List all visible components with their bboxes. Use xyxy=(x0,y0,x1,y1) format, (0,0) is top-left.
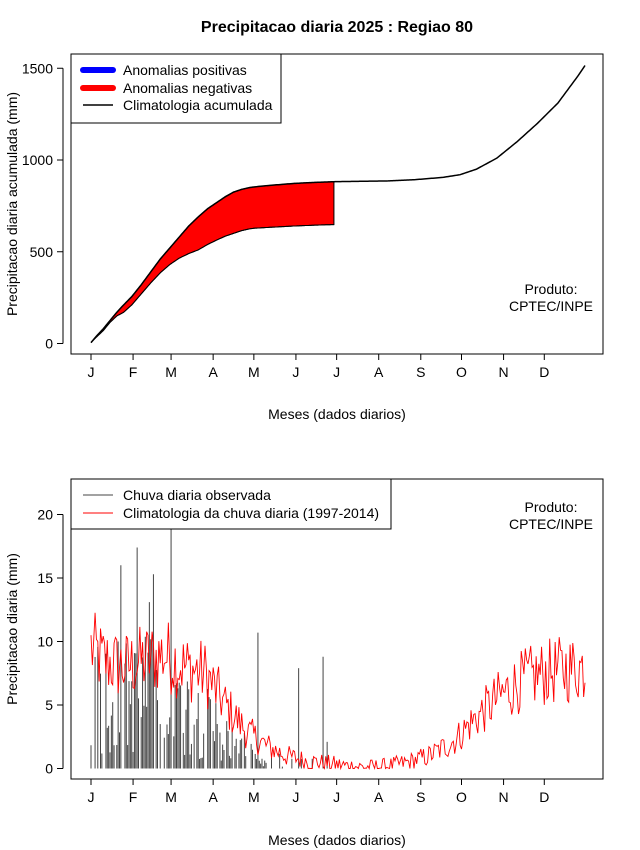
daily-climatology-line xyxy=(90,612,586,771)
x-tick-label: D xyxy=(539,789,549,805)
legend-positive-label: Anomalias positivas xyxy=(123,62,247,78)
bottom-y-axis: 0 5 10 15 20 xyxy=(37,507,64,777)
x-tick-label: N xyxy=(499,789,509,805)
observed-cumulative-line xyxy=(90,224,334,343)
x-tick-label: J xyxy=(333,789,340,805)
top-y-axis: 0 500 1000 1500 xyxy=(22,60,64,352)
y-tick-label: 0 xyxy=(45,336,53,352)
bottom-legend: Chuva diaria observada Climatologia da c… xyxy=(70,478,392,530)
x-tick-label: M xyxy=(248,789,260,805)
top-legend: Anomalias positivas Anomalias negativas … xyxy=(70,53,282,124)
y-tick-label: 5 xyxy=(45,697,53,713)
legend-climatology-label: Climatologia acumulada xyxy=(123,97,273,113)
x-tick-label: O xyxy=(456,364,467,380)
bottom-legend-box xyxy=(70,478,392,530)
y-tick-label: 20 xyxy=(37,507,53,523)
bottom-x-axis-label: Meses (dados diarios) xyxy=(268,832,406,848)
y-tick-label: 1000 xyxy=(22,152,53,168)
x-tick-label: D xyxy=(539,364,549,380)
y-tick-label: 15 xyxy=(37,570,53,586)
y-tick-label: 500 xyxy=(30,244,54,260)
x-tick-label: A xyxy=(374,364,384,380)
bottom-annotation-line2: CPTEC/INPE xyxy=(509,516,593,532)
x-tick-label: M xyxy=(248,364,260,380)
x-tick-label: A xyxy=(208,364,218,380)
legend-negative-label: Anomalias negativas xyxy=(123,80,252,96)
climatology-line xyxy=(90,65,586,344)
x-tick-label: J xyxy=(292,364,299,380)
x-tick-label: J xyxy=(88,789,95,805)
x-tick-label: N xyxy=(499,364,509,380)
x-tick-label: J xyxy=(333,364,340,380)
x-tick-label: F xyxy=(129,789,138,805)
x-tick-label: J xyxy=(292,789,299,805)
y-tick-label: 1500 xyxy=(22,60,53,76)
top-annotation-line2: CPTEC/INPE xyxy=(509,298,593,314)
top-x-axis-label: Meses (dados diarios) xyxy=(268,406,406,422)
x-tick-label: A xyxy=(374,789,384,805)
x-tick-label: F xyxy=(129,364,138,380)
top-panel: 0 500 1000 1500 J F M A M J J A S O N D Precipitacao d… xyxy=(4,53,604,422)
chart-title: Precipitacao diaria 2025 : Regiao 80 xyxy=(201,19,473,36)
y-tick-label: 10 xyxy=(37,634,53,650)
bottom-annotation-line1: Produto: xyxy=(525,499,578,515)
x-tick-label: M xyxy=(165,364,177,380)
legend-daily-climatology-label: Climatologia da chuva diaria (1997-2014) xyxy=(123,505,379,521)
x-tick-label: S xyxy=(416,789,425,805)
x-tick-label: S xyxy=(416,364,425,380)
legend-observed-label: Chuva diaria observada xyxy=(123,487,271,503)
x-tick-label: M xyxy=(165,789,177,805)
y-tick-label: 0 xyxy=(45,761,53,777)
x-tick-label: O xyxy=(456,789,467,805)
bottom-panel: 0 5 10 15 20 J F M A M J J A S O N D Precipitacao diari… xyxy=(4,478,604,848)
x-tick-label: J xyxy=(88,364,95,380)
x-tick-label: A xyxy=(208,789,218,805)
top-y-axis-label: Precipitacao diaria acumulada (mm) xyxy=(4,92,20,316)
top-annotation-line1: Produto: xyxy=(525,281,578,297)
bottom-y-axis-label: Precipitacao diaria (mm) xyxy=(4,553,20,705)
